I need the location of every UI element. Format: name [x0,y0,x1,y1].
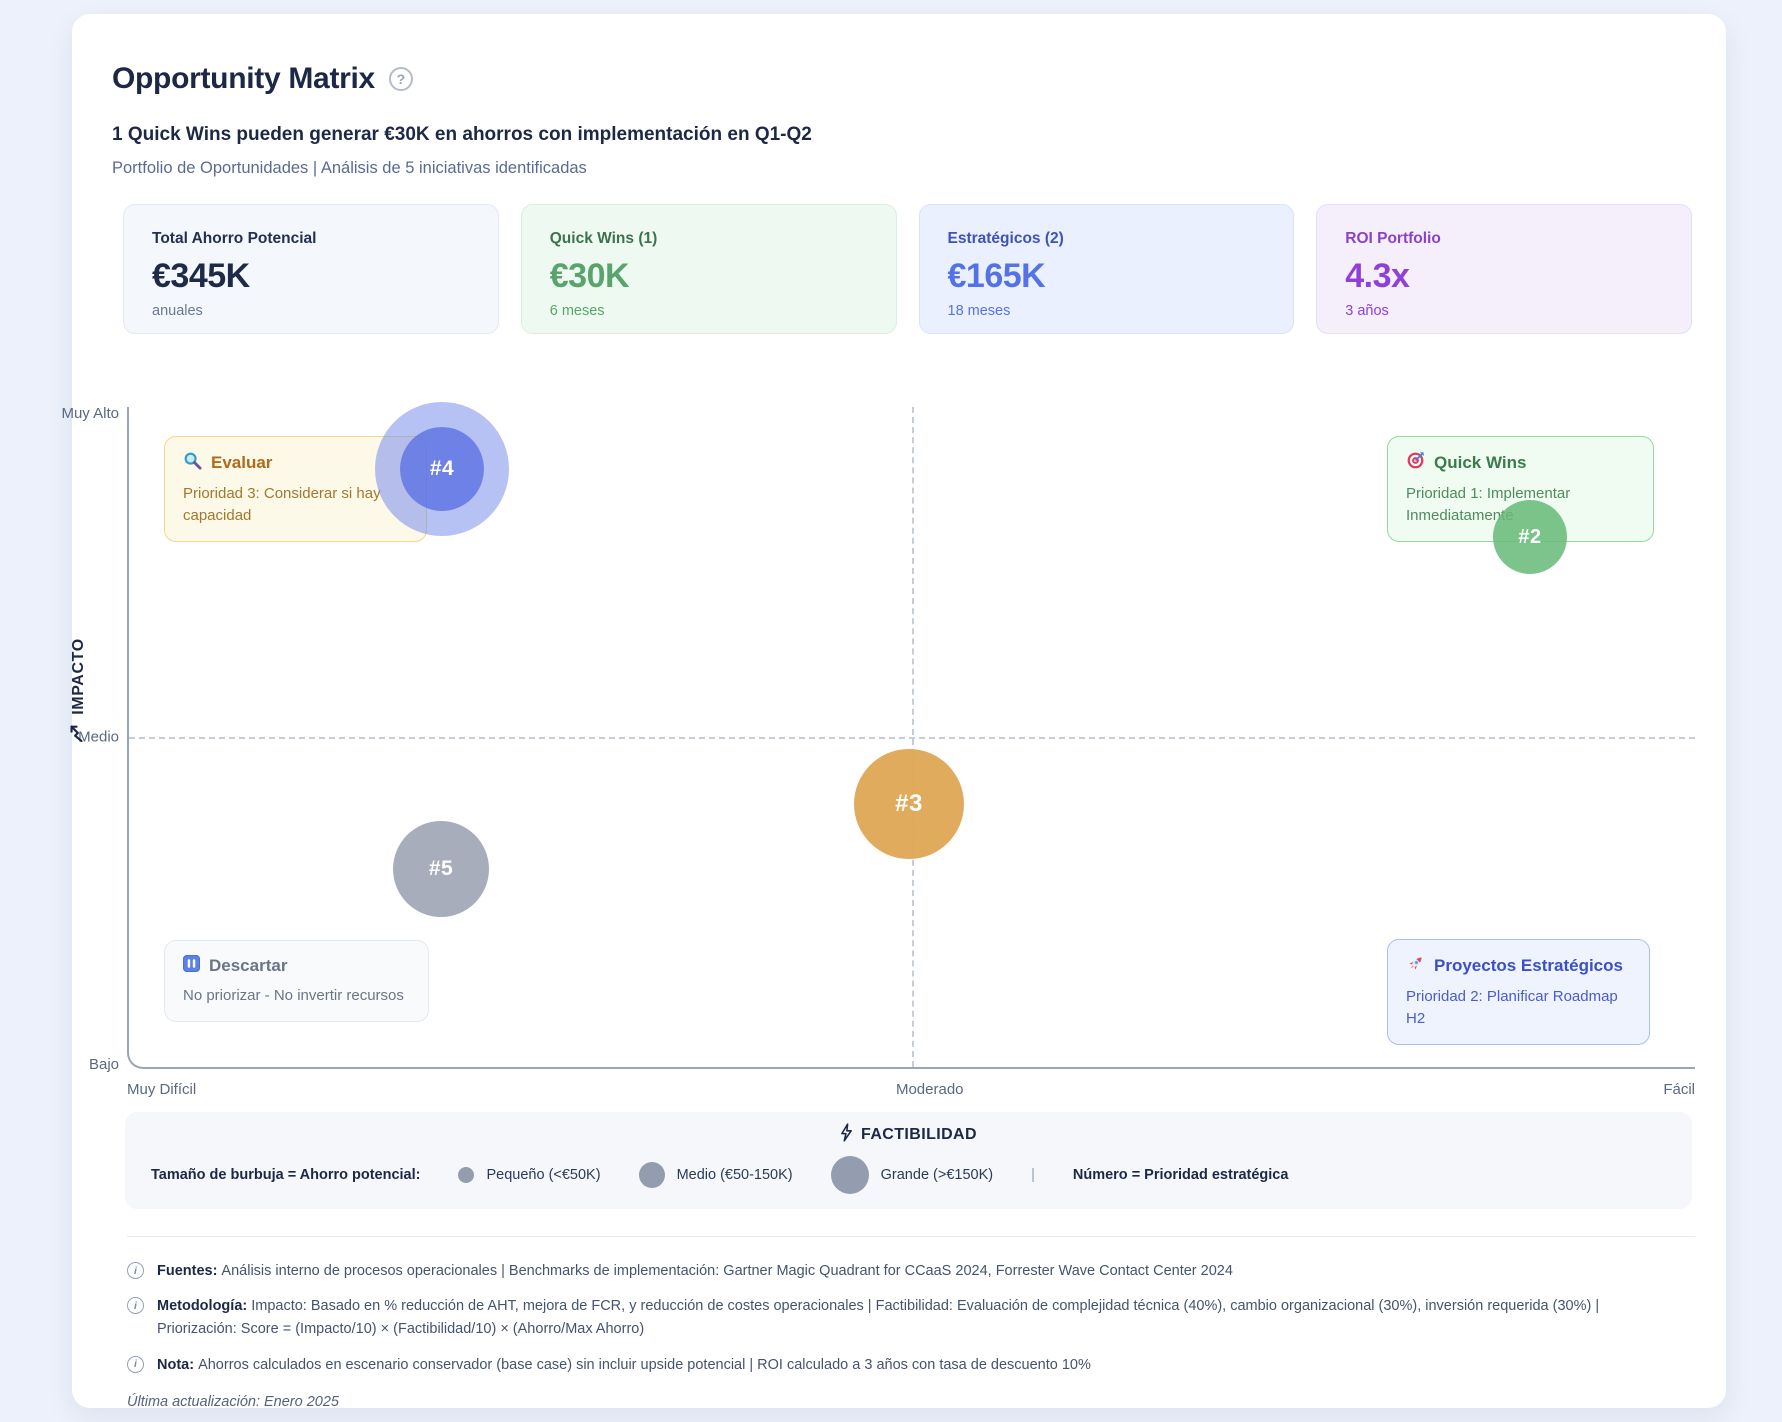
legend-note: Número = Prioridad estratégica [1072,1167,1289,1183]
x-axis-title: FACTIBILIDAD [151,1123,1666,1147]
quadrant-text: Prioridad 3: Considerar si hay capacidad [183,485,381,524]
quadrant-label-descartar: Descartar No priorizar - No invertir rec… [164,940,429,1022]
pause-icon [183,955,200,977]
magnifier-icon [183,451,202,475]
footer-divider [127,1236,1695,1237]
medium-bubble-icon [638,1162,665,1188]
footnote-text: Nota: Ahorros calculados en escenario con… [157,1356,1091,1373]
stat-card-quick-wins: Quick Wins (1) €30K 6 meses [520,204,897,334]
stat-value: €165K [947,257,1046,295]
help-icon[interactable]: ? [388,67,413,91]
x-tick-muy-dificil: Muy Difícil [127,1081,197,1098]
opportunity-matrix-card: Opportunity Matrix ? 1 Quick Wins pueden… [61,14,1726,1410]
y-axis-title: IMPACTO [66,580,92,800]
legend-separator: | [1031,1167,1035,1183]
footnote-fuentes: i Fuentes: Análisis interno de procesos o… [127,1260,1672,1283]
y-axis-title-text: IMPACTO [70,638,87,715]
legend-item-pequeno: Pequeño (<€50K) [458,1167,601,1183]
stat-label: Total Ahorro Potencial [152,230,317,247]
stat-value: 4.3x [1345,257,1410,295]
headline-insight: 1 Quick Wins pueden generar €30K en ahor… [112,124,812,145]
legend-item-label: Grande (>€150K) [880,1167,994,1183]
stat-value: €30K [549,257,630,295]
bubble-size-legend: Tamaño de burbuja = Ahorro potencial: Pe… [151,1156,1666,1194]
last-updated: Última actualización: Enero 2025 [127,1393,339,1410]
stat-card-row: Total Ahorro Potencial €345K anuales Qui… [123,204,1692,334]
y-tick-medio: Medio [78,728,119,746]
legend-item-label: Pequeño (<€50K) [486,1167,601,1183]
stat-label: Quick Wins (1) [549,230,658,247]
trending-up-icon [70,724,88,742]
stat-sub: anuales [152,303,203,319]
y-tick-muy-alto: Muy Alto [61,405,119,422]
stat-card-total-ahorro: Total Ahorro Potencial €345K anuales [123,204,499,334]
stat-sub: 3 años [1345,303,1389,319]
stat-label: ROI Portfolio [1345,230,1441,247]
legend-item-label: Medio (€50-150K) [676,1167,793,1183]
large-bubble-icon [830,1156,869,1194]
lightning-bolt-icon [840,1123,853,1147]
target-icon [1406,451,1425,475]
x-tick-facil: Fácil [1663,1081,1695,1098]
quadrant-title: Proyectos Estratégicos [1434,956,1623,975]
stat-label: Estratégicos (2) [947,230,1064,247]
x-tick-moderado: Moderado [895,1081,964,1098]
info-icon: i [127,1355,144,1373]
quadrant-text: Prioridad 1: Implementar Inmediatamente [1406,485,1571,524]
legend-lead: Tamaño de burbuja = Ahorro potencial: [151,1167,421,1183]
quadrant-label-quick-wins: Quick Wins Prioridad 1: Implementar Inme… [1387,436,1654,542]
info-icon: i [127,1297,144,1315]
legend-item-medio: Medio (€50-150K) [638,1162,793,1188]
x-axis-title-text: FACTIBILIDAD [861,1126,977,1143]
bubble-4[interactable]: #4 [400,427,484,511]
rocket-icon [1406,954,1425,978]
footnotes: i Fuentes: Análisis interno de procesos o… [127,1260,1672,1410]
bubble-2[interactable]: #2 [1493,500,1567,574]
y-tick-bajo: Bajo [88,1056,119,1073]
portfolio-description: Portfolio de Oportunidades | Análisis de… [112,159,587,177]
stat-card-roi-portfolio: ROI Portfolio 4.3x 3 años [1316,204,1692,334]
legend-panel: FACTIBILIDAD Tamaño de burbuja = Ahorro … [125,1112,1692,1209]
footnote-metodologia: i Metodología: Impacto: Basado en % reduc… [127,1295,1672,1341]
quadrant-title: Descartar [209,956,288,975]
small-bubble-icon [458,1167,475,1183]
stat-card-estrategicos: Estratégicos (2) €165K 18 meses [918,204,1295,334]
stat-sub: 6 meses [549,303,605,319]
bubble-5[interactable]: #5 [393,821,489,917]
footnote-text: Fuentes: Análisis interno de procesos ope… [157,1263,1233,1279]
quadrant-text: Prioridad 2: Planificar Roadmap H2 [1406,988,1618,1027]
quadrant-title: Evaluar [211,453,273,472]
legend-item-grande: Grande (>€150K) [830,1156,994,1194]
quadrant-label-evaluar: Evaluar Prioridad 3: Considerar si hay c… [164,436,427,542]
footnote-nota: i Nota: Ahorros calculados en escenario c… [127,1354,1672,1377]
info-icon: i [127,1262,144,1279]
quadrant-label-proyectos-estrategicos: Proyectos Estratégicos Prioridad 2: Plan… [1387,939,1650,1045]
opportunity-quadrant-chart: Muy Alto Medio Bajo IMPACTO [61,405,1695,1073]
stat-sub: 18 meses [947,303,1011,319]
x-axis-ticks: Muy Difícil Moderado Fácil [127,1081,1695,1098]
bubble-3[interactable]: #3 [854,749,964,859]
center-horizontal-gridline [129,737,1695,739]
page-title: Opportunity Matrix [112,62,375,95]
quadrant-text: No priorizar - No invertir recursos [183,987,404,1004]
footnote-text: Metodología: Impacto: Basado en % reducci… [157,1298,1600,1338]
quadrant-title: Quick Wins [1434,453,1527,472]
stat-value: €345K [152,257,250,295]
header: Opportunity Matrix ? [112,62,1692,96]
